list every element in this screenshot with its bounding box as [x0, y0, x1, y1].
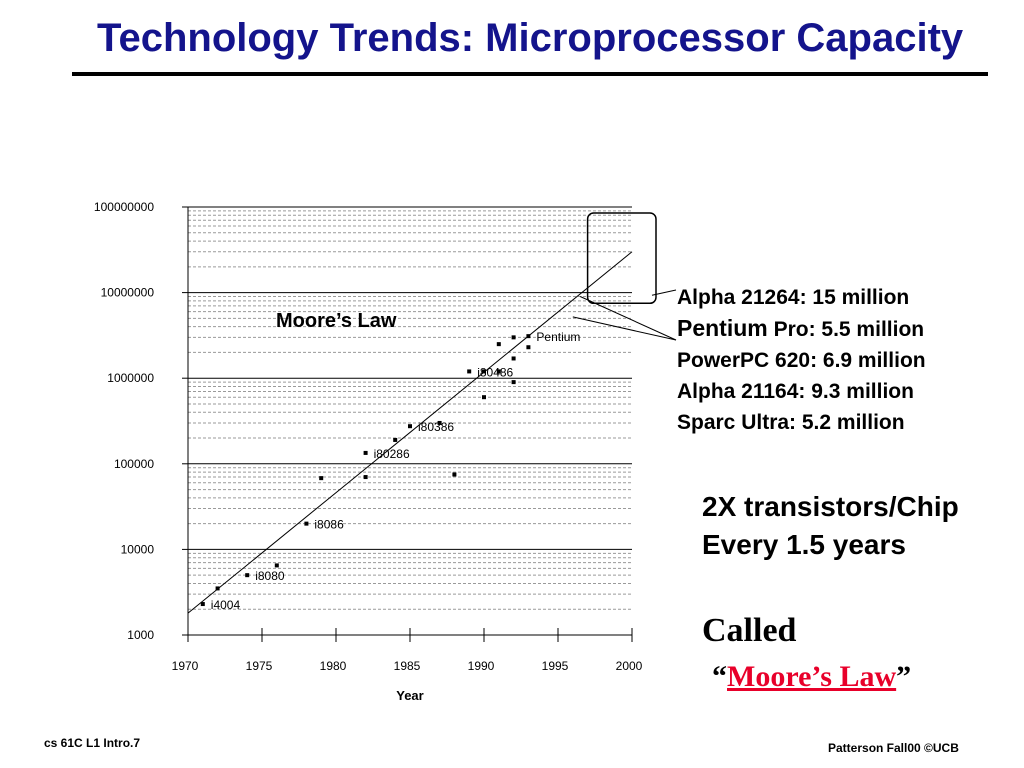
doubling-line-1: 2X transistors/Chip — [702, 491, 959, 522]
data-point-label: i80286 — [374, 447, 410, 461]
data-point — [363, 475, 368, 480]
data-point — [215, 586, 220, 591]
x-axis-label: Year — [396, 688, 423, 703]
chart-highlight-box — [586, 212, 657, 305]
highlight-box — [586, 212, 657, 305]
y-tick-label: 10000 — [121, 542, 155, 556]
data-point — [245, 573, 250, 578]
title-underline — [72, 72, 988, 76]
x-tick-label: 1975 — [246, 659, 273, 673]
callout-line — [579, 296, 677, 341]
processor-item: PowerPC 620: 6.9 million — [677, 349, 926, 372]
callout-lines — [572, 289, 677, 341]
y-tick-label: 100000000 — [94, 200, 154, 214]
x-tick-label: 1985 — [394, 659, 421, 673]
processor-list: Alpha 21264: 15 million Pentium Pro: 5.5… — [677, 282, 926, 438]
footer-course-label: cs 61C L1 Intro.7 — [44, 736, 141, 750]
data-point-label: i8086 — [314, 518, 344, 532]
data-point-label: i4004 — [211, 598, 241, 612]
data-point — [363, 450, 368, 455]
callout-line — [651, 289, 677, 296]
chart-gridlines — [188, 206, 632, 636]
processor-item: Alpha 21264: 15 million — [677, 286, 910, 309]
data-point-label: i80486 — [477, 365, 513, 379]
data-point-label: Pentium — [536, 330, 580, 344]
data-point — [526, 345, 531, 350]
y-tick-label: 1000000 — [107, 371, 154, 385]
close-quote: ” — [896, 660, 912, 693]
data-point — [496, 369, 501, 374]
data-point — [319, 476, 324, 481]
chart-axes: 1000 10000 100000 1000000 10000000 100000000 1… — [94, 200, 643, 703]
data-point-label: i8080 — [255, 569, 285, 583]
processor-item: Sparc Ultra: 5.2 million — [677, 411, 905, 434]
data-point — [467, 369, 472, 374]
data-point-label: i80386 — [418, 420, 454, 434]
data-point — [452, 472, 457, 477]
callout-line — [572, 316, 677, 341]
footer-copyright: Patterson Fall00 ©UCB — [828, 741, 959, 755]
x-tick-label: 1995 — [542, 659, 569, 673]
data-point — [408, 424, 412, 429]
doubling-statement: 2X transistors/Chip Every 1.5 years — [702, 488, 959, 564]
chart-data-points — [200, 334, 531, 607]
processor-item: Pentium Pro: 5.5 million — [677, 315, 925, 341]
data-point — [511, 335, 516, 340]
moores-law-quote: “Moore’s Law” — [712, 660, 911, 694]
data-point — [200, 602, 205, 607]
x-tick-label: 1970 — [172, 659, 199, 673]
data-point — [511, 356, 516, 361]
processor-item: Alpha 21164: 9.3 million — [677, 380, 914, 403]
y-tick-label: 10000000 — [101, 286, 155, 300]
doubling-line-2: Every 1.5 years — [702, 529, 906, 560]
chart-point-labels: i4004 i8080 i8086 i80286 i80386 i80486 Pentium — [211, 330, 581, 612]
called-text: Called — [702, 612, 797, 649]
data-point — [393, 437, 398, 442]
moores-law-link[interactable]: Moore’s Law — [727, 660, 897, 693]
data-point — [482, 395, 486, 400]
y-tick-label: 100000 — [114, 457, 154, 471]
data-point — [496, 342, 501, 347]
data-point — [526, 334, 531, 339]
chart-trend-line — [187, 251, 633, 614]
data-point — [511, 380, 516, 385]
y-tick-label: 1000 — [127, 628, 154, 642]
moores-law-trend-line — [187, 251, 633, 614]
slide-title: Technology Trends: Microprocessor Capaci… — [97, 16, 964, 60]
x-tick-label: 1980 — [320, 659, 347, 673]
data-point — [304, 521, 309, 526]
x-tick-label: 1990 — [468, 659, 495, 673]
data-point — [482, 369, 486, 374]
moores-law-chart-label: Moore’s Law — [276, 310, 397, 332]
data-point — [274, 563, 279, 568]
open-quote: “ — [712, 660, 727, 693]
data-point — [437, 420, 442, 425]
x-tick-label: 2000 — [616, 659, 643, 673]
